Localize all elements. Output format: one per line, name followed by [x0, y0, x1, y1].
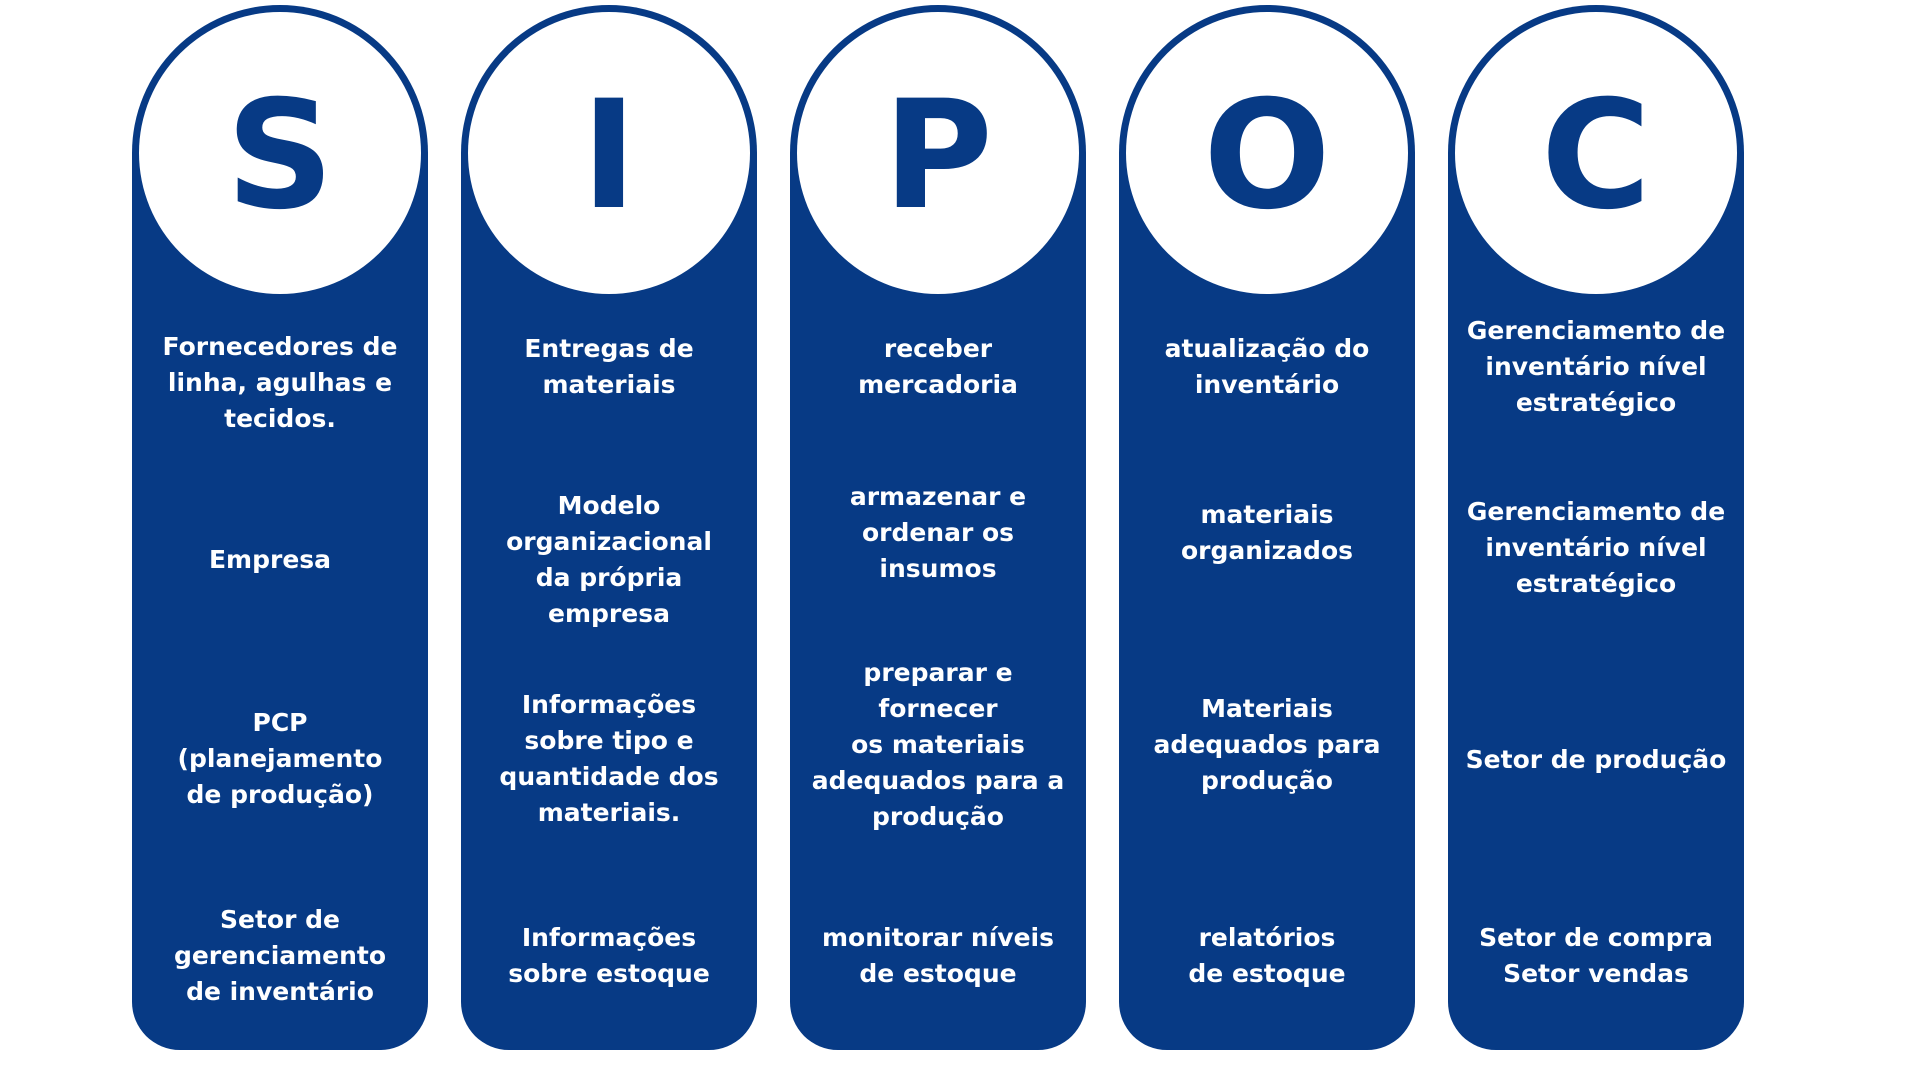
inputs-item-2: Modelo organizacional da própria empresa [506, 491, 712, 628]
customers-item-3: Setor de produção [1465, 745, 1727, 774]
outputs-item-3: Materiais adequados para produção [1153, 694, 1381, 795]
suppliers-item-3: PCP (planejamento de produção) [177, 708, 383, 809]
suppliers-item-2: Empresa [208, 545, 332, 574]
process-item-1: receber mercadoria [858, 334, 1018, 399]
column-outputs: O atualização do inventário materiais or… [1119, 5, 1415, 1050]
letter-c: C [1540, 69, 1652, 243]
outputs-item-4: relatórios de estoque [1188, 923, 1346, 988]
customers-item-4: Setor de compra Setor vendas [1479, 923, 1713, 988]
letter-s: S [225, 69, 335, 243]
outputs-item-1: atualização do inventário [1164, 334, 1370, 399]
column-process: P receber mercadoria armazenar e ordenar… [790, 5, 1086, 1050]
column-suppliers: S Fornecedores de linha, agulhas e tecid… [132, 5, 428, 1050]
process-item-2: armazenar e ordenar os insumos [849, 482, 1027, 583]
customers-item-1: Gerenciamento de inventário nível estrat… [1466, 316, 1726, 417]
process-item-4: monitorar níveis de estoque [821, 923, 1055, 988]
letter-i: I [581, 69, 637, 243]
letter-circle-p: P [797, 12, 1079, 294]
column-customers: C Gerenciamento de inventário nível estr… [1448, 5, 1744, 1050]
letter-circle-i: I [468, 12, 750, 294]
suppliers-item-1: Fornecedores de linha, agulhas e tecidos… [162, 332, 398, 433]
letter-o: O [1203, 69, 1331, 243]
inputs-item-4: Informações sobre estoque [508, 923, 710, 988]
process-item-3: preparar e fornecer os materiais adequad… [811, 658, 1065, 831]
letter-circle-o: O [1126, 12, 1408, 294]
column-inputs: I Entregas de materiais Modelo organizac… [461, 5, 757, 1050]
letter-circle-s: S [139, 12, 421, 294]
inputs-item-3: Informações sobre tipo e quantidade dos … [499, 690, 719, 827]
letter-circle-c: C [1455, 12, 1737, 294]
suppliers-item-4: Setor de gerenciamento de inventário [173, 905, 387, 1006]
inputs-item-1: Entregas de materiais [524, 334, 694, 399]
letter-p: P [883, 69, 993, 243]
customers-item-2: Gerenciamento de inventário nível estrat… [1466, 497, 1726, 598]
outputs-item-2: materiais organizados [1180, 500, 1353, 565]
